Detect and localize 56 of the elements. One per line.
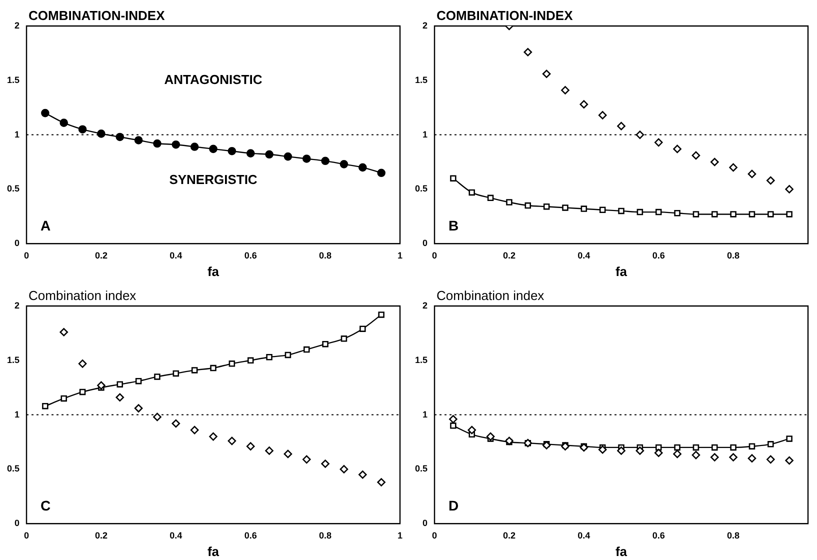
x-tick-label: 1 <box>397 250 403 260</box>
y-tick-label: 2 <box>14 20 20 30</box>
y-tick-label: 1 <box>422 129 428 140</box>
x-tick-label: 0.6 <box>244 250 257 260</box>
annotation: SYNERGISTIC <box>169 172 258 188</box>
x-tick-label: 0.2 <box>502 250 516 260</box>
chart-title: Combination index <box>28 288 137 304</box>
annotation: ANTAGONISTIC <box>164 72 263 87</box>
x-tick-label: 0.6 <box>652 530 665 540</box>
x-tick-label: 0.8 <box>727 530 740 540</box>
x-tick-label: 0.2 <box>502 530 516 540</box>
y-tick-label: 0 <box>422 238 428 248</box>
y-tick-label: 1 <box>14 409 20 420</box>
y-tick-label: 0.5 <box>414 464 428 474</box>
x-axis-title: fa <box>207 544 220 559</box>
x-tick-label: 0.4 <box>578 530 590 540</box>
x-tick-label: 0 <box>432 530 438 540</box>
x-axis-title: fa <box>615 264 628 279</box>
y-tick-label: 0 <box>14 238 20 248</box>
x-tick-label: 0.8 <box>319 530 332 540</box>
x-tick-label: 0.4 <box>170 250 182 260</box>
y-tick-label: 0 <box>14 518 20 528</box>
y-tick-label: 1.5 <box>6 74 20 85</box>
annotation: C <box>40 497 51 514</box>
annotation: A <box>40 217 51 234</box>
x-tick-label: 0.8 <box>319 250 332 260</box>
y-tick-label: 0.5 <box>6 184 20 194</box>
x-tick-label: 0 <box>24 530 30 540</box>
chart-title: COMBINATION-INDEX <box>436 8 574 24</box>
y-tick-label: 2 <box>422 20 428 30</box>
y-tick-label: 1.5 <box>414 74 428 85</box>
y-tick-label: 2 <box>422 300 428 310</box>
y-tick-label: 0 <box>422 518 428 528</box>
x-tick-label: 1 <box>397 530 403 540</box>
x-tick-label: 0.4 <box>578 250 590 260</box>
x-axis-title: fa <box>615 544 628 559</box>
chart-title: Combination index <box>436 288 545 304</box>
x-tick-label: 0 <box>432 250 438 260</box>
y-tick-label: 1.5 <box>414 354 428 365</box>
x-tick-label: 0 <box>24 250 30 260</box>
y-tick-label: 1 <box>14 129 20 140</box>
x-tick-label: 0.4 <box>170 530 182 540</box>
y-tick-label: 1.5 <box>6 354 20 365</box>
x-tick-label: 0.2 <box>94 250 108 260</box>
annotation: B <box>448 217 459 234</box>
y-tick-label: 1 <box>422 409 428 420</box>
y-tick-label: 2 <box>14 300 20 310</box>
annotation: D <box>448 497 459 514</box>
chart-title: COMBINATION-INDEX <box>28 8 166 24</box>
y-tick-label: 0.5 <box>6 464 20 474</box>
x-tick-label: 0.8 <box>727 250 740 260</box>
x-tick-label: 0.6 <box>244 530 257 540</box>
x-tick-label: 0.6 <box>652 250 665 260</box>
x-tick-label: 0.2 <box>94 530 108 540</box>
y-tick-label: 0.5 <box>414 184 428 194</box>
x-axis-title: fa <box>207 264 220 279</box>
